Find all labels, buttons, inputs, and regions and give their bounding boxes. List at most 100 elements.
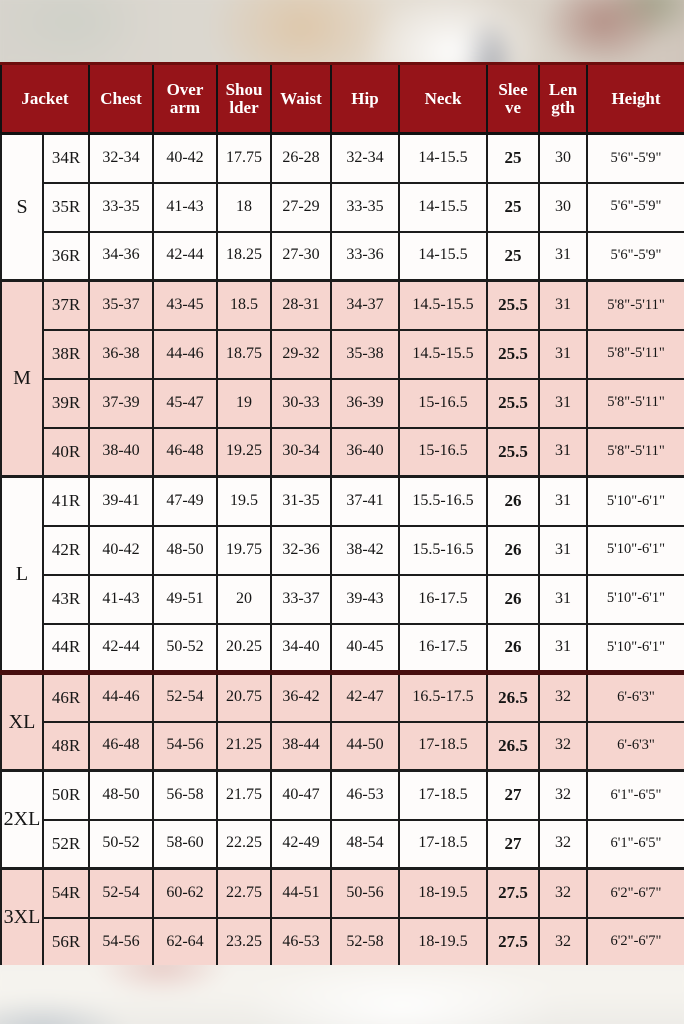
cell-shoulder-38R: 18.75 (216, 328, 272, 380)
cell-length-34R: 30 (538, 132, 588, 184)
cell-length-41R: 31 (538, 475, 588, 527)
cell-overarm-41R: 47-49 (152, 475, 218, 527)
cell-jacket-38R: 38R (42, 328, 90, 380)
cell-jacket-41R: 41R (42, 475, 90, 527)
cell-shoulder-39R: 19 (216, 377, 272, 429)
cell-waist-48R: 38-44 (270, 720, 332, 772)
cell-overarm-37R: 43-45 (152, 279, 218, 331)
cell-chest-41R: 39-41 (88, 475, 154, 527)
column-header-hip: Hip (330, 62, 400, 135)
background-photo-bottom (0, 965, 684, 1024)
cell-height-46R: 6'-6'3" (586, 670, 684, 723)
cell-sleeve-35R: 25 (486, 181, 540, 233)
blurred-model-photo (0, 0, 684, 62)
cell-waist-41R: 31-35 (270, 475, 332, 527)
cell-height-42R: 5'10"-6'1" (586, 524, 684, 576)
cell-waist-50R: 40-47 (270, 769, 332, 821)
column-header-shoulder: Shou lder (216, 62, 272, 135)
cell-height-44R: 5'10"-6'1" (586, 622, 684, 674)
cell-waist-44R: 34-40 (270, 622, 332, 674)
cell-sleeve-40R: 25.5 (486, 426, 540, 478)
cell-length-36R: 31 (538, 230, 588, 282)
cell-shoulder-48R: 21.25 (216, 720, 272, 772)
cell-chest-44R: 42-44 (88, 622, 154, 674)
cell-waist-52R: 42-49 (270, 818, 332, 870)
size-row-42R: 42R 40-42 48-50 19.75 32-36 38-42 15.5-16.5 26 3… (1, 524, 684, 576)
column-header-sleeve: Slee ve (486, 62, 540, 135)
cell-hip-44R: 40-45 (330, 622, 400, 674)
cell-jacket-34R: 34R (42, 132, 90, 184)
cell-neck-36R: 14-15.5 (398, 230, 488, 282)
cell-jacket-56R: 56R (42, 916, 90, 968)
size-row-41R: L 41R 39-41 47-49 19.5 31-35 37-41 15.5-16.5 26 3… (0, 475, 684, 674)
cell-hip-50R: 46-53 (330, 769, 400, 821)
cell-neck-50R: 17-18.5 (398, 769, 488, 821)
cell-shoulder-46R: 20.75 (216, 670, 272, 723)
cell-hip-36R: 33-36 (330, 230, 400, 282)
cell-hip-41R: 37-41 (330, 475, 400, 527)
cell-sleeve-39R: 25.5 (486, 377, 540, 429)
cell-shoulder-41R: 19.5 (216, 475, 272, 527)
cell-neck-34R: 14-15.5 (398, 132, 488, 184)
cell-overarm-34R: 40-42 (152, 132, 218, 184)
cell-height-52R: 6'1"-6'5" (586, 818, 684, 870)
cell-length-37R: 31 (538, 279, 588, 331)
group-label-L: L (0, 475, 44, 674)
cell-overarm-52R: 58-60 (152, 818, 218, 870)
cell-waist-35R: 27-29 (270, 181, 332, 233)
group-label-2XL: 2XL (0, 769, 44, 870)
size-row-43R: 43R 41-43 49-51 20 33-37 39-43 16-17.5 26 31 5'10… (1, 573, 684, 625)
cell-waist-38R: 29-32 (270, 328, 332, 380)
cell-hip-43R: 39-43 (330, 573, 400, 625)
cell-shoulder-36R: 18.25 (216, 230, 272, 282)
cell-sleeve-46R: 26.5 (486, 670, 540, 723)
cell-length-50R: 32 (538, 769, 588, 821)
cell-height-36R: 5'6"-5'9" (586, 230, 684, 282)
blurred-suit-photo (0, 965, 684, 1024)
cell-hip-38R: 35-38 (330, 328, 400, 380)
cell-chest-46R: 44-46 (88, 670, 154, 723)
cell-chest-52R: 50-52 (88, 818, 154, 870)
cell-waist-46R: 36-42 (270, 670, 332, 723)
cell-jacket-37R: 37R (42, 279, 90, 331)
cell-length-39R: 31 (538, 377, 588, 429)
cell-length-48R: 32 (538, 720, 588, 772)
size-row-34R: S 34R 32-34 40-42 17.75 26-28 32-34 14-15.5 25 30… (0, 132, 684, 282)
cell-neck-42R: 15.5-16.5 (398, 524, 488, 576)
cell-jacket-40R: 40R (42, 426, 90, 478)
column-header-chest: Chest (88, 62, 154, 135)
cell-overarm-50R: 56-58 (152, 769, 218, 821)
cell-waist-43R: 33-37 (270, 573, 332, 625)
cell-waist-39R: 30-33 (270, 377, 332, 429)
cell-shoulder-43R: 20 (216, 573, 272, 625)
group-label-XL: XL (0, 670, 44, 772)
cell-sleeve-38R: 25.5 (486, 328, 540, 380)
cell-jacket-48R: 48R (42, 720, 90, 772)
cell-jacket-42R: 42R (42, 524, 90, 576)
cell-jacket-44R: 44R (42, 622, 90, 674)
cell-sleeve-36R: 25 (486, 230, 540, 282)
cell-hip-39R: 36-39 (330, 377, 400, 429)
cell-overarm-39R: 45-47 (152, 377, 218, 429)
cell-height-43R: 5'10"-6'1" (586, 573, 684, 625)
cell-chest-48R: 46-48 (88, 720, 154, 772)
cell-neck-44R: 16-17.5 (398, 622, 488, 674)
cell-chest-50R: 48-50 (88, 769, 154, 821)
cell-length-38R: 31 (538, 328, 588, 380)
cell-length-56R: 32 (538, 916, 588, 968)
cell-hip-52R: 48-54 (330, 818, 400, 870)
cell-height-37R: 5'8"-5'11" (586, 279, 684, 331)
cell-overarm-38R: 44-46 (152, 328, 218, 380)
cell-shoulder-54R: 22.75 (216, 867, 272, 919)
cell-waist-40R: 30-34 (270, 426, 332, 478)
cell-overarm-42R: 48-50 (152, 524, 218, 576)
cell-chest-54R: 52-54 (88, 867, 154, 919)
cell-waist-54R: 44-51 (270, 867, 332, 919)
cell-length-46R: 32 (538, 670, 588, 723)
cell-sleeve-43R: 26 (486, 573, 540, 625)
cell-neck-40R: 15-16.5 (398, 426, 488, 478)
group-label-3XL: 3XL (0, 867, 44, 968)
cell-length-40R: 31 (538, 426, 588, 478)
cell-jacket-50R: 50R (42, 769, 90, 821)
